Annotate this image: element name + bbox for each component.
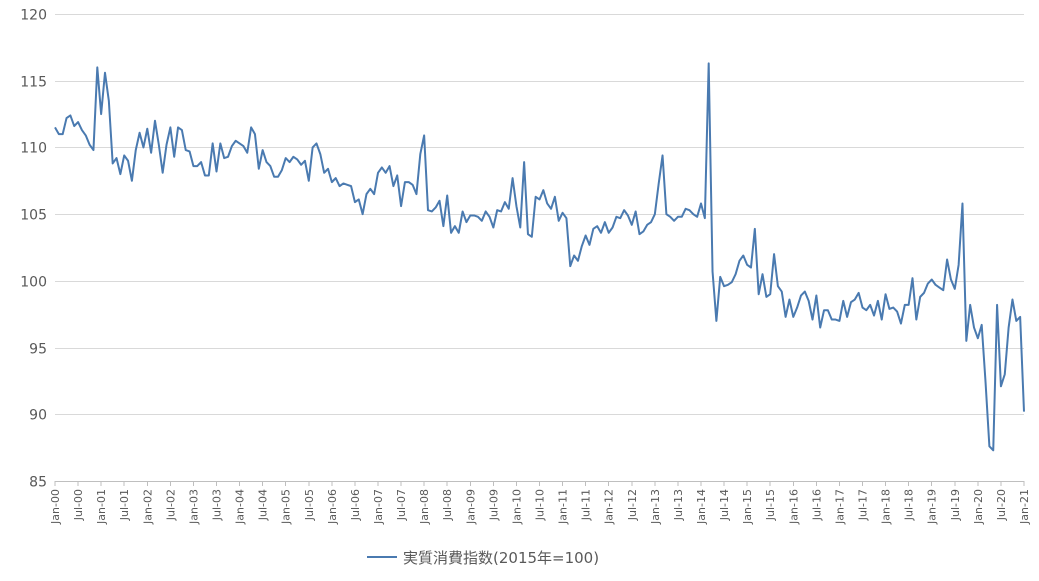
x-tick-label: Jul-00: [72, 489, 85, 521]
y-tick-label: 90: [29, 408, 47, 424]
x-tick-label: Jul-13: [672, 489, 685, 521]
x-tick-label: Jul-15: [764, 489, 777, 521]
x-tick-label: Jan-03: [187, 489, 200, 525]
x-axis-tick-labels: Jan-00 Jul-00 Jan-01 Jul-01 Jan-02 Jul-02 Jan-…: [49, 481, 1031, 525]
y-tick-label: 110: [20, 141, 47, 157]
y-tick-label: 95: [29, 342, 47, 358]
x-tick-label: Jul-02: [164, 489, 177, 521]
x-tick-label: Jul-17: [857, 489, 870, 521]
gridlines: [55, 14, 1024, 482]
y-tick-label: 115: [20, 75, 47, 91]
x-tick-label: Jul-06: [349, 489, 362, 521]
x-tick-label: Jul-18: [903, 489, 916, 521]
x-tick-label: Jan-15: [741, 489, 754, 525]
legend: 実質消費指数(2015年=100): [367, 549, 599, 567]
x-tick-label: Jul-10: [534, 489, 547, 521]
x-tick-label: Jan-21: [1018, 489, 1031, 525]
x-tick-label: Jan-00: [49, 489, 62, 525]
x-tick-label: Jan-19: [926, 489, 939, 525]
x-tick-label: Jan-01: [95, 489, 108, 525]
x-tick-label: Jan-06: [326, 489, 339, 525]
x-tick-label: Jul-09: [487, 489, 500, 521]
x-tick-label: Jan-12: [603, 489, 616, 525]
x-tick-label: Jan-11: [557, 489, 570, 525]
x-tick-label: Jan-07: [372, 489, 385, 525]
x-tick-label: Jul-01: [118, 489, 131, 521]
x-tick-label: Jan-17: [833, 489, 846, 525]
y-tick-label: 120: [20, 8, 47, 24]
x-tick-label: Jul-14: [718, 489, 731, 521]
y-tick-label: 105: [20, 208, 47, 224]
x-tick-label: Jan-09: [464, 489, 477, 525]
x-tick-label: Jan-13: [649, 489, 662, 525]
x-tick-label: Jul-19: [949, 489, 962, 521]
x-tick-label: Jul-20: [995, 489, 1008, 521]
x-tick-label: Jan-18: [880, 489, 893, 525]
x-tick-label: Jan-04: [234, 489, 247, 525]
x-tick-label: Jan-14: [695, 489, 708, 525]
x-tick-label: Jul-12: [626, 489, 639, 521]
x-tick-label: Jan-02: [141, 489, 154, 525]
x-tick-label: Jan-10: [510, 489, 523, 525]
x-tick-label: Jul-03: [211, 489, 224, 521]
x-tick-label: Jan-05: [280, 489, 293, 525]
legend-label: 実質消費指数(2015年=100): [403, 549, 599, 567]
series-line-real-consumption-index: [54, 62, 1025, 452]
x-tick-label: Jul-11: [580, 489, 593, 521]
x-tick-label: Jul-04: [257, 489, 270, 521]
x-tick-label: Jan-16: [787, 489, 800, 525]
y-axis-tick-labels: 85 90 95 100 105 110 115 120: [20, 8, 47, 491]
x-tick-label: Jul-05: [303, 489, 316, 521]
series-group: [54, 62, 1025, 452]
x-tick-label: Jan-08: [418, 489, 431, 525]
y-tick-label: 100: [20, 275, 47, 291]
x-tick-label: Jan-20: [972, 489, 985, 525]
x-tick-label: Jul-16: [810, 489, 823, 521]
y-tick-label: 85: [29, 475, 47, 491]
x-tick-label: Jul-07: [395, 489, 408, 521]
x-tick-label: Jul-08: [441, 489, 454, 521]
